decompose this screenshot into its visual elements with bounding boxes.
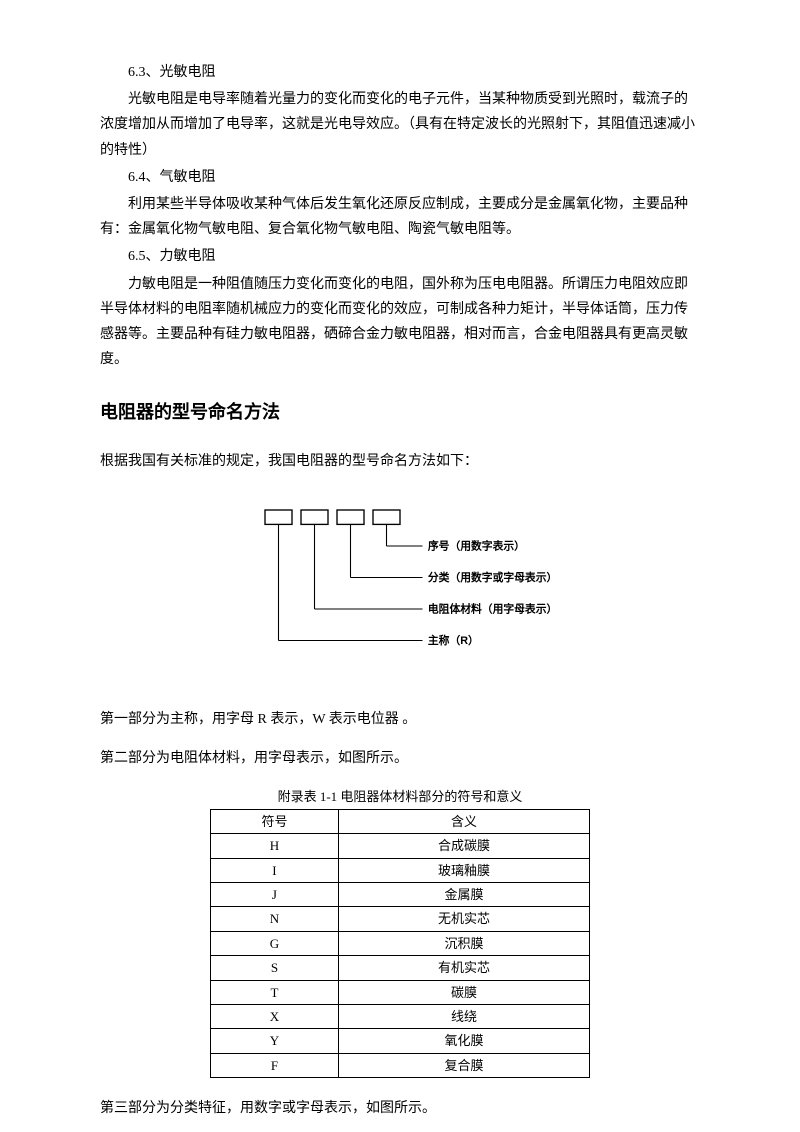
svg-text:分类（用数字或字母表示）: 分类（用数字或字母表示） xyxy=(428,571,557,584)
sections-container: 6.3、光敏电阻光敏电阻是电导率随着光量力的变化而变化的电子元件，当某种物质受到… xyxy=(100,60,700,372)
table-cell: 玻璃釉膜 xyxy=(338,858,589,882)
table-header-cell: 含义 xyxy=(338,809,589,833)
table-row: G沉积膜 xyxy=(211,931,590,955)
table-row: H合成碳膜 xyxy=(211,834,590,858)
naming-diagram: 序号（用数字表示） 分类（用数字或字母表示） 电阻体材料（用字母表示） 主称（R） xyxy=(220,492,580,672)
table-cell: 无机实芯 xyxy=(338,907,589,931)
table-cell: N xyxy=(211,907,339,931)
table-cell: 线绕 xyxy=(338,1004,589,1028)
table-cell: 复合膜 xyxy=(338,1053,589,1077)
section-title: 6.5、力敏电阻 xyxy=(100,244,700,269)
section-body: 光敏电阻是电导率随着光量力的变化而变化的电子元件，当某种物质受到光照时，载流子的… xyxy=(100,87,700,163)
table-cell: I xyxy=(211,858,339,882)
table-caption: 附录表 1-1 电阻器体材料部分的符号和意义 xyxy=(100,785,700,808)
table-row: X线绕 xyxy=(211,1004,590,1028)
table-cell: S xyxy=(211,956,339,980)
table-cell: X xyxy=(211,1004,339,1028)
table-cell: G xyxy=(211,931,339,955)
table-cell: F xyxy=(211,1053,339,1077)
table-row: I玻璃釉膜 xyxy=(211,858,590,882)
table-row: F复合膜 xyxy=(211,1053,590,1077)
table-row: Y氧化膜 xyxy=(211,1029,590,1053)
table-row: S有机实芯 xyxy=(211,956,590,980)
table-cell: Y xyxy=(211,1029,339,1053)
table-cell: T xyxy=(211,980,339,1004)
table-row: N无机实芯 xyxy=(211,907,590,931)
table-row: T碳膜 xyxy=(211,980,590,1004)
table-cell: 金属膜 xyxy=(338,882,589,906)
section-body: 力敏电阻是一种阻值随压力变化而变化的电阻，国外称为压电电阻器。所谓压力电阻效应即… xyxy=(100,272,700,373)
table-cell: H xyxy=(211,834,339,858)
table-cell: 合成碳膜 xyxy=(338,834,589,858)
part2-text: 第二部分为电阻体材料，用字母表示，如图所示。 xyxy=(100,746,700,771)
part1-text: 第一部分为主称，用字母 R 表示，W 表示电位器 。 xyxy=(100,707,700,732)
svg-text:主称（R）: 主称（R） xyxy=(428,634,479,647)
table-wrap: 符号含义 H合成碳膜I玻璃釉膜J金属膜N无机实芯G沉积膜S有机实芯T碳膜X线绕Y… xyxy=(100,809,700,1078)
table-cell: 沉积膜 xyxy=(338,931,589,955)
section-title: 6.4、气敏电阻 xyxy=(100,165,700,190)
svg-text:序号（用数字表示）: 序号（用数字表示） xyxy=(428,539,525,552)
table-header-cell: 符号 xyxy=(211,809,339,833)
table-cell: 氧化膜 xyxy=(338,1029,589,1053)
naming-diagram-wrap: 序号（用数字表示） 分类（用数字或字母表示） 电阻体材料（用字母表示） 主称（R） xyxy=(100,492,700,681)
section-title: 6.3、光敏电阻 xyxy=(100,60,700,85)
part3-text: 第三部分为分类特征，用数字或字母表示，如图所示。 xyxy=(100,1096,700,1121)
section-body: 利用某些半导体吸收某种气体后发生氧化还原反应制成，主要成分是金属氧化物，主要品种… xyxy=(100,192,700,242)
intro-text: 根据我国有关标准的规定，我国电阻器的型号命名方法如下： xyxy=(100,449,700,474)
table-cell: 碳膜 xyxy=(338,980,589,1004)
material-table: 符号含义 H合成碳膜I玻璃釉膜J金属膜N无机实芯G沉积膜S有机实芯T碳膜X线绕Y… xyxy=(210,809,590,1078)
table-cell: 有机实芯 xyxy=(338,956,589,980)
heading-naming: 电阻器的型号命名方法 xyxy=(100,396,700,428)
table-cell: J xyxy=(211,882,339,906)
table-row: J金属膜 xyxy=(211,882,590,906)
svg-text:电阻体材料（用字母表示）: 电阻体材料（用字母表示） xyxy=(428,602,557,615)
